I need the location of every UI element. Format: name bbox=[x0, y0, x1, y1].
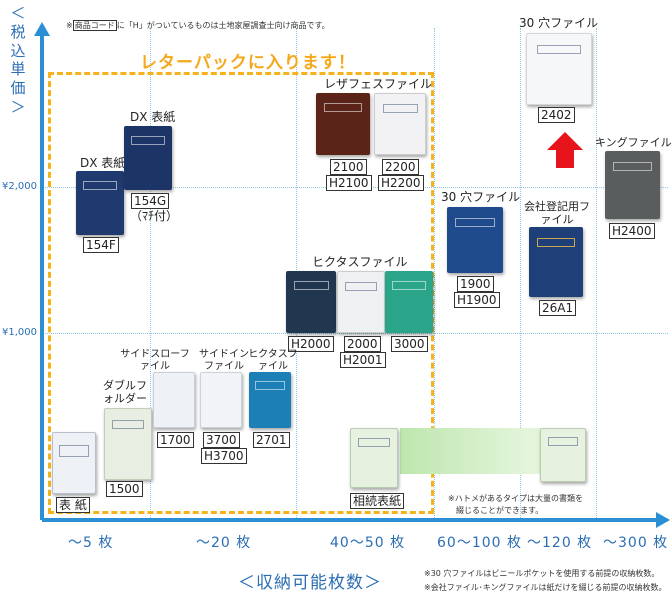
book-h2400 bbox=[605, 151, 660, 219]
footnote-2: ※会社ファイル･キングファイルは紙だけを綴じる前提の収納枚数。 bbox=[424, 583, 667, 592]
header-note-code: 商品コード bbox=[72, 20, 117, 31]
code-3000: 3000 bbox=[391, 336, 428, 352]
book-souzoku-2 bbox=[540, 428, 586, 482]
book-3700 bbox=[200, 372, 242, 428]
book-2402 bbox=[526, 33, 592, 105]
x-cat-300: ～300 枚 bbox=[603, 535, 669, 551]
hikutasu-small-title: ヒクタスファイル bbox=[248, 349, 298, 372]
book-1900 bbox=[447, 207, 503, 273]
code-1500: 1500 bbox=[106, 481, 143, 497]
kaisha-title: 会社登記用ファイル bbox=[524, 200, 590, 226]
book-154g bbox=[124, 126, 172, 190]
letterpack-label: レターパックに入ります！ bbox=[140, 53, 356, 73]
y-axis-label: ＜税込単価＞ bbox=[10, 4, 26, 116]
code-h3700: H3700 bbox=[201, 448, 247, 464]
x-cat-40-50: 40～50 枚 bbox=[330, 535, 406, 551]
lezafes-title: レザフェスファイル bbox=[324, 77, 433, 91]
book-h2000 bbox=[286, 271, 336, 333]
code-h2000: H2000 bbox=[288, 336, 334, 352]
30ana-1900-title: 30 穴ファイル bbox=[441, 190, 521, 204]
code-154f: 154F bbox=[83, 237, 119, 253]
book-2200 bbox=[374, 93, 426, 155]
side-in-title: サイドインファイル bbox=[199, 349, 249, 372]
code-2000: 2000 bbox=[344, 336, 381, 352]
x-cat-60-100: 60～100 枚 bbox=[437, 535, 522, 551]
code-2200: 2200 bbox=[382, 159, 419, 175]
book-154f bbox=[76, 171, 124, 235]
book-2701 bbox=[249, 372, 291, 428]
code-154g: 154G bbox=[131, 193, 170, 209]
y-tick-1000: ¥1,000 bbox=[2, 327, 37, 338]
code-h1900: H1900 bbox=[454, 292, 500, 308]
note-machi: （ﾏﾁ付） bbox=[130, 209, 179, 223]
code-3700: 3700 bbox=[203, 432, 240, 448]
header-note-suffix: に「H」がついているものは土地家屋調査士向け商品です。 bbox=[116, 21, 330, 30]
x-cat-20: ～20 枚 bbox=[196, 535, 252, 551]
grid-line-v4 bbox=[520, 28, 521, 520]
grid-line-h-1000 bbox=[42, 333, 668, 334]
x-cat-5: ～5 枚 bbox=[68, 535, 114, 551]
code-hyoushi: 表 紙 bbox=[56, 497, 90, 513]
footnote-1: ※30 穴ファイルはビニールポケットを使用する前提の収納枚数。 bbox=[424, 569, 660, 578]
code-h2400: H2400 bbox=[609, 223, 655, 239]
code-h2200: H2200 bbox=[378, 175, 424, 191]
y-tick-2000: ¥2,000 bbox=[2, 181, 37, 192]
code-2100: 2100 bbox=[330, 159, 367, 175]
king-title: キングファイル G bbox=[595, 136, 672, 149]
code-h2100: H2100 bbox=[326, 175, 372, 191]
dx-154f-title: DX 表紙 bbox=[80, 156, 126, 170]
x-cat-120: ～120 枚 bbox=[527, 535, 593, 551]
code-souzoku: 相続表紙 bbox=[350, 493, 405, 509]
book-3000 bbox=[385, 271, 433, 333]
header-note-prefix: ※ bbox=[66, 21, 73, 30]
dx-154g-title: DX 表紙 bbox=[130, 110, 176, 124]
book-2000 bbox=[337, 271, 385, 333]
hikutasu-title: ヒクタスファイル bbox=[312, 255, 408, 269]
grid-line-v5 bbox=[596, 28, 597, 520]
grid-line-v3 bbox=[434, 28, 435, 520]
hatome-note-1: ※ハトメがあるタイプは大量の書類を bbox=[448, 494, 583, 503]
code-26a1: 26A1 bbox=[539, 300, 577, 316]
book-1700 bbox=[153, 372, 195, 428]
book-hyoushi bbox=[52, 432, 96, 494]
grid-line-v1 bbox=[150, 28, 151, 520]
book-2100 bbox=[316, 93, 370, 155]
x-axis-label: ＜収納可能枚数＞ bbox=[238, 573, 382, 593]
30ana-2402-title: 30 穴ファイル bbox=[519, 16, 599, 30]
code-2701: 2701 bbox=[253, 432, 290, 448]
header-note: ※ 商品コード に「H」がついているものは土地家屋調査士向け商品です。 bbox=[66, 20, 330, 31]
code-1900: 1900 bbox=[457, 276, 494, 292]
side-throw-title: サイドスローファイル bbox=[120, 349, 190, 372]
book-1500 bbox=[104, 408, 152, 480]
hatome-note-2: 綴じることができます。 bbox=[448, 506, 544, 515]
code-h2001: H2001 bbox=[340, 352, 386, 368]
book-souzoku-1 bbox=[350, 428, 398, 488]
book-26a1 bbox=[529, 227, 583, 297]
double-folder-title: ダブルフォルダー bbox=[103, 379, 147, 405]
code-1700: 1700 bbox=[157, 432, 194, 448]
code-2402: 2402 bbox=[538, 107, 575, 123]
